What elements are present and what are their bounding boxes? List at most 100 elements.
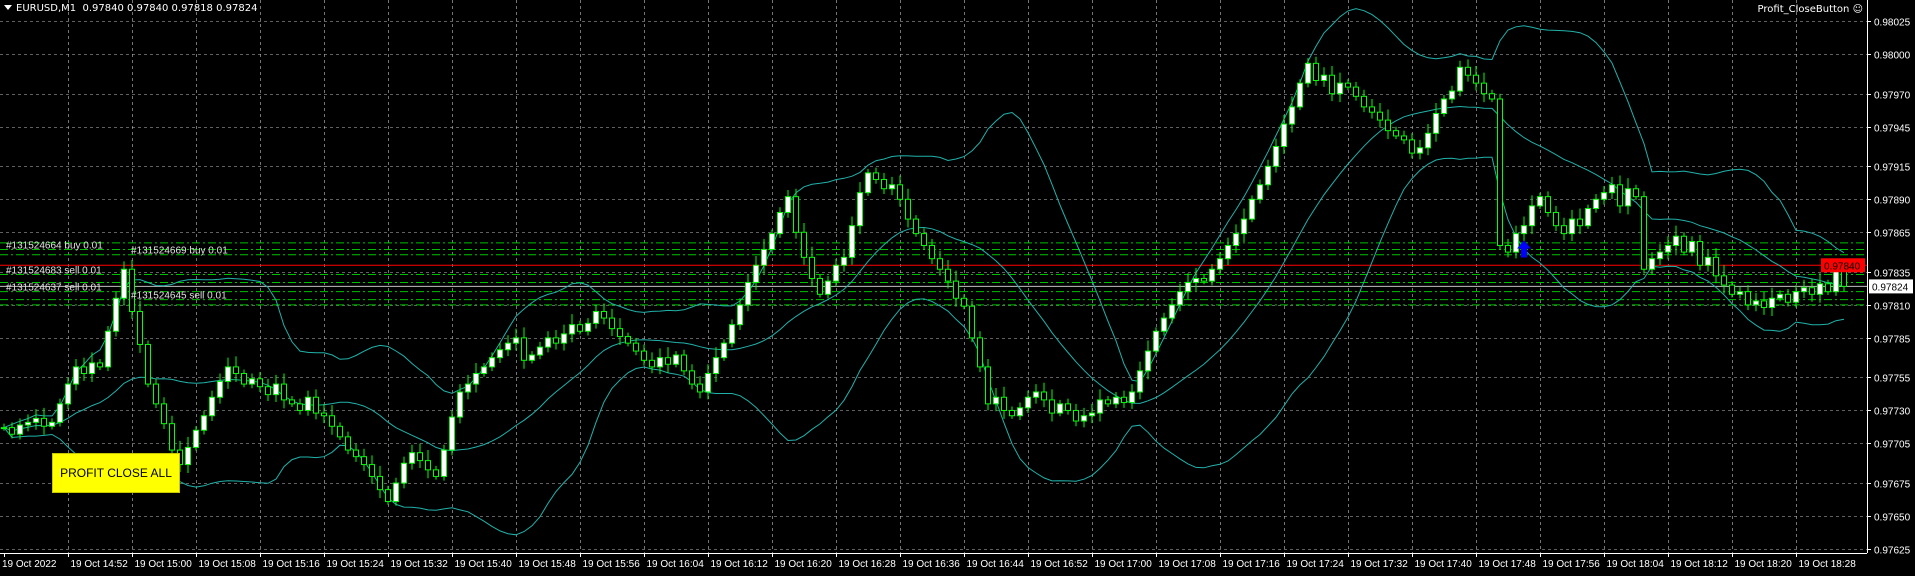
bull-candle-body xyxy=(1185,281,1191,293)
bear-candle-body xyxy=(353,449,359,458)
bull-candle-body xyxy=(33,417,39,423)
candle xyxy=(1025,390,1031,414)
candle xyxy=(457,384,463,424)
bull-candle-body xyxy=(737,304,743,326)
candle xyxy=(537,341,543,360)
bull-candle-body xyxy=(673,354,679,365)
price-axis[interactable]: 0.98025 0.98000 0.97970 0.97945 0.97915 0.978… xyxy=(1821,0,1913,557)
bear-candle-body xyxy=(921,233,927,246)
bear-candle-body xyxy=(1825,283,1831,293)
bear-candle-body xyxy=(609,317,615,330)
order-label: #131524683 sell 0.01 xyxy=(6,266,102,277)
bear-candle-body xyxy=(1729,284,1735,295)
candle xyxy=(889,176,895,196)
candle xyxy=(1081,407,1087,428)
candle xyxy=(553,329,559,350)
bull-candle-body xyxy=(529,354,535,361)
candle xyxy=(1249,195,1255,223)
candle xyxy=(793,188,799,239)
candle xyxy=(1609,176,1615,200)
candle xyxy=(433,465,439,480)
bull-candle-body xyxy=(865,172,871,194)
candle xyxy=(1049,389,1055,422)
bull-candle-body xyxy=(1169,304,1175,319)
bear-candle-body xyxy=(905,198,911,220)
bear-candle-body xyxy=(1633,188,1639,198)
candle xyxy=(641,344,647,366)
candle xyxy=(1017,402,1023,420)
candle xyxy=(1601,186,1607,205)
candle xyxy=(1449,85,1455,104)
candle xyxy=(1041,382,1047,408)
bull-candle-body xyxy=(1449,90,1455,100)
bear-candle-body xyxy=(641,350,647,361)
candle xyxy=(505,335,511,357)
candle xyxy=(929,238,935,264)
candle xyxy=(1785,289,1791,307)
candle xyxy=(705,364,711,400)
candle xyxy=(1753,292,1759,312)
bull-candle-body xyxy=(1209,268,1215,282)
x-tick-label: 19 Oct 17:00 xyxy=(1095,559,1153,570)
bull-candle-body xyxy=(249,378,255,385)
candle xyxy=(1433,102,1439,142)
bull-candle-body xyxy=(89,362,95,375)
candle xyxy=(1313,56,1319,86)
bear-candle-body xyxy=(521,337,527,361)
candle xyxy=(97,358,103,371)
candle xyxy=(873,167,879,184)
bear-candle-body xyxy=(1473,74,1479,84)
dropdown-triangle-icon[interactable] xyxy=(4,5,12,10)
candle xyxy=(1537,192,1543,210)
candle xyxy=(161,397,167,429)
candle xyxy=(777,207,783,238)
candle xyxy=(273,374,279,403)
time-axis[interactable]: 19 Oct 2022 19 Oct 14:52 19 Oct 15:00 19 Oc… xyxy=(0,553,1867,570)
bear-candle-body xyxy=(1489,93,1495,100)
x-tick-label: 19 Oct 14:52 xyxy=(71,559,129,570)
chart-title: EURUSD,M1 0.97840 0.97840 0.97818 0.9782… xyxy=(4,3,257,14)
candle xyxy=(481,362,487,377)
candle xyxy=(1113,391,1119,409)
bull-candle-body xyxy=(1321,74,1327,82)
bear-candle-body xyxy=(1353,86,1359,97)
candle xyxy=(153,378,159,409)
profit-close-all-button[interactable]: PROFIT CLOSE ALL xyxy=(52,453,180,493)
candle xyxy=(921,228,927,250)
candle xyxy=(985,358,991,411)
bear-candle-body xyxy=(1809,287,1815,295)
candle xyxy=(497,343,503,363)
bear-candle-body xyxy=(369,464,375,477)
candle xyxy=(81,357,87,381)
candle xyxy=(849,216,855,265)
bull-candle-body xyxy=(1753,300,1759,306)
bear-candle-body xyxy=(81,366,87,375)
candle xyxy=(1585,204,1591,229)
bull-candle-body xyxy=(1457,66,1463,92)
candle xyxy=(417,443,423,469)
candle xyxy=(1513,225,1519,259)
bear-candle-body xyxy=(1745,291,1751,306)
bear-candle-body xyxy=(1041,391,1047,401)
price-label: 0.97840 xyxy=(1824,261,1861,272)
candle xyxy=(1185,273,1191,300)
bull-candle-body xyxy=(1625,188,1631,207)
candle xyxy=(17,418,23,440)
bear-candle-body xyxy=(1369,106,1375,113)
bull-candle-body xyxy=(49,421,55,427)
candle xyxy=(1361,89,1367,113)
bear-candle-body xyxy=(385,489,391,503)
bull-candle-body xyxy=(1217,258,1223,270)
bull-candle-body xyxy=(1025,396,1031,409)
candle xyxy=(817,274,823,298)
bull-candle-body xyxy=(217,380,223,398)
bull-candle-body xyxy=(1057,403,1063,414)
candle xyxy=(785,190,791,218)
bull-candle-body xyxy=(769,233,775,250)
candle xyxy=(1529,195,1535,235)
smiley-icon: ☺ xyxy=(1852,4,1863,15)
bear-candle-body xyxy=(1409,139,1415,154)
x-tick-label: 19 Oct 15:32 xyxy=(391,559,449,570)
bull-candle-body xyxy=(273,383,279,396)
